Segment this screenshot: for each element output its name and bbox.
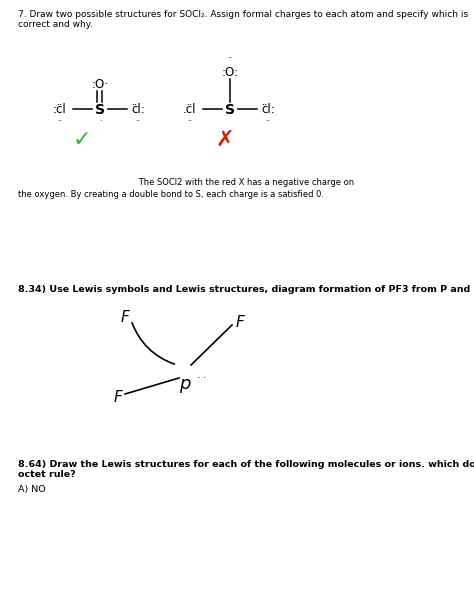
Text: ✓: ✓ bbox=[73, 130, 91, 150]
Text: p: p bbox=[179, 375, 191, 393]
Text: ··: ·· bbox=[265, 117, 271, 126]
Text: 8.34) Use Lewis symbols and Lewis structures, diagram formation of PF3 from P an: 8.34) Use Lewis symbols and Lewis struct… bbox=[18, 285, 474, 294]
Text: ··: ·· bbox=[187, 117, 192, 126]
Text: F: F bbox=[114, 390, 122, 405]
Text: ✗: ✗ bbox=[216, 130, 234, 150]
Text: ··: ·· bbox=[228, 54, 233, 63]
Text: F: F bbox=[120, 310, 129, 325]
Text: .c̈l: .c̈l bbox=[183, 103, 197, 116]
Text: the oxygen. By creating a double bond to S, each charge is a satisfied 0.: the oxygen. By creating a double bond to… bbox=[18, 190, 324, 199]
Text: 8.64) Draw the Lewis structures for each of the following molecules or ions. whi: 8.64) Draw the Lewis structures for each… bbox=[18, 460, 474, 479]
Text: ·: · bbox=[197, 373, 201, 383]
Text: c̈l:: c̈l: bbox=[131, 103, 145, 116]
Text: S: S bbox=[95, 103, 105, 117]
Text: ··: ·· bbox=[136, 117, 141, 126]
Text: ·: · bbox=[203, 373, 207, 383]
Text: A) NO: A) NO bbox=[18, 485, 46, 494]
Text: S: S bbox=[225, 103, 235, 117]
Text: :O·: :O· bbox=[91, 78, 109, 91]
Text: c̈l:: c̈l: bbox=[261, 103, 275, 116]
Text: :O:: :O: bbox=[221, 66, 238, 79]
Text: ·: · bbox=[99, 117, 101, 126]
Text: ··: ·· bbox=[57, 117, 63, 126]
Text: F: F bbox=[236, 315, 245, 330]
Text: :c̈l: :c̈l bbox=[53, 103, 67, 116]
Text: The SOCl2 with the red X has a negative charge on: The SOCl2 with the red X has a negative … bbox=[18, 178, 354, 187]
Text: 7. Draw two possible structures for SOCl₂. Assign formal charges to each atom an: 7. Draw two possible structures for SOCl… bbox=[18, 10, 468, 29]
